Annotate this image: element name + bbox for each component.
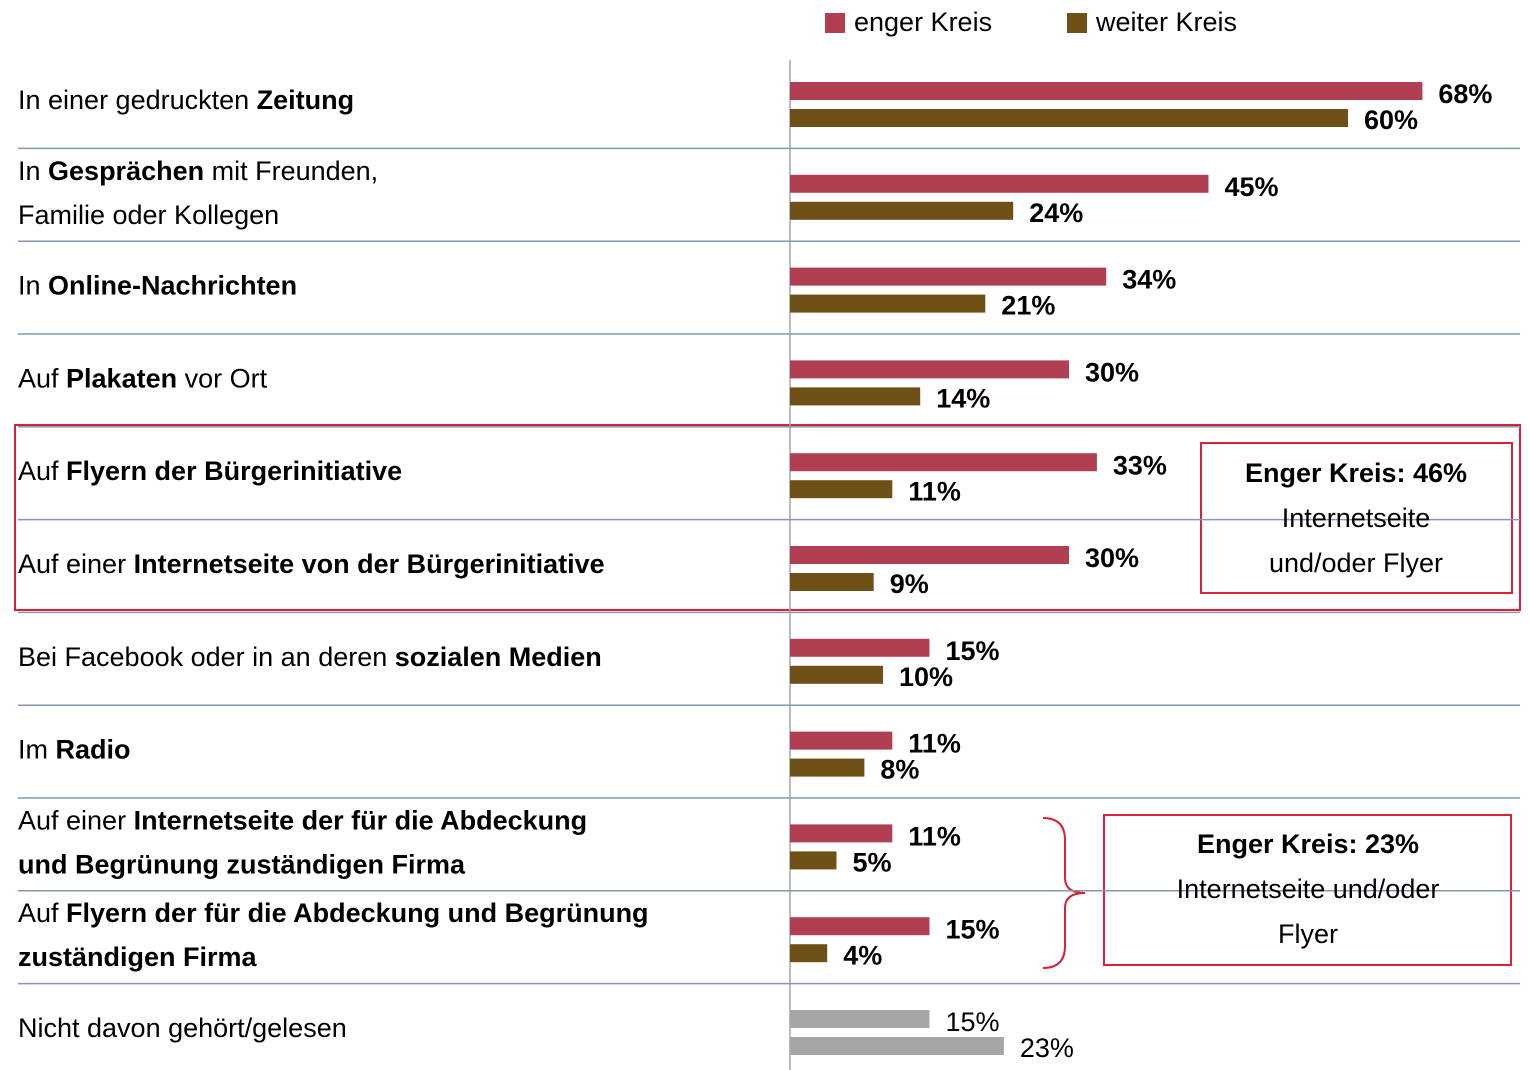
value-label: 30%: [1085, 543, 1139, 573]
bracket: [1042, 817, 1086, 969]
bar: [790, 109, 1348, 127]
category-label: zuständigen Firma: [18, 942, 258, 972]
annotation-text: und/oder Flyer: [1269, 548, 1443, 578]
category-label-run: Auf einer: [18, 806, 134, 836]
category-label: Auf Plakaten vor Ort: [18, 364, 268, 394]
bar: [790, 267, 1107, 286]
category-label-run: zuständigen Firma: [18, 942, 258, 972]
value-label: 8%: [880, 755, 919, 785]
category-label-run: Radio: [56, 735, 131, 765]
bar: [790, 294, 986, 313]
category-label-run: Flyern der für die Abdeckung und Begrünu…: [66, 898, 649, 928]
annotation-text: Internetseite: [1282, 503, 1431, 533]
category-label-run: Nicht davon gehört/gelesen: [18, 1013, 347, 1043]
value-label: 14%: [936, 384, 990, 414]
legend-swatch: [825, 13, 845, 33]
bar: [790, 82, 1423, 100]
highlight-box: [14, 424, 1521, 611]
category-label: Nicht davon gehört/gelesen: [18, 1013, 347, 1043]
annotation-box: [1103, 814, 1512, 966]
annotation-text: Enger Kreis: 23%: [1197, 829, 1419, 859]
category-label-run: In einer gedruckten: [18, 85, 257, 115]
category-label-run: Internetseite von der Bürgerinitiative: [134, 549, 605, 579]
category-label-run: Auf: [18, 456, 66, 486]
category-label-run: Flyern der Bürgerinitiative: [66, 456, 402, 486]
bar: [790, 453, 1097, 472]
annotation-text: Internetseite und/oder: [1177, 874, 1440, 904]
category-label: Familie oder Kollegen: [18, 200, 279, 230]
bar: [790, 824, 893, 843]
value-label: 11%: [908, 822, 961, 852]
bar: [790, 665, 883, 684]
value-label: 4%: [843, 940, 882, 970]
category-label-run: mit Freunden,: [204, 156, 378, 186]
value-label: 10%: [899, 662, 953, 692]
bar: [790, 851, 837, 870]
category-label: Auf Flyern der für die Abdeckung und Beg…: [18, 898, 649, 928]
category-label-run: Im: [18, 735, 56, 765]
annotation-text: Flyer: [1278, 919, 1338, 949]
bar: [790, 944, 828, 963]
category-label-run: Online-Nachrichten: [48, 271, 297, 301]
value-label: 34%: [1122, 265, 1176, 295]
category-label-run: In: [18, 271, 48, 301]
category-label-run: Internetseite der für die Abdeckung: [134, 806, 588, 836]
category-label: In Gesprächen mit Freunden,: [18, 156, 378, 186]
value-label: 21%: [1001, 291, 1055, 321]
bar: [790, 1010, 930, 1028]
category-label-run: Auf: [18, 898, 66, 928]
value-label: 11%: [908, 729, 961, 759]
category-label: Bei Facebook oder in an deren sozialen M…: [18, 642, 602, 672]
annotation-box: [1200, 442, 1513, 594]
value-label: 15%: [946, 914, 1000, 944]
bar: [790, 546, 1069, 564]
value-label: 5%: [853, 848, 892, 878]
category-label-run: Familie oder Kollegen: [18, 200, 279, 230]
legend-swatch: [1067, 13, 1087, 33]
legend-label: weiter Kreis: [1095, 7, 1237, 37]
value-label: 68%: [1438, 79, 1492, 109]
bar: [790, 731, 893, 750]
value-label: 15%: [946, 1007, 1000, 1037]
bar: [790, 387, 921, 406]
value-label: 33%: [1113, 450, 1167, 480]
value-label: 45%: [1225, 172, 1279, 202]
category-label: In Online-Nachrichten: [18, 271, 297, 301]
bar: [790, 174, 1209, 193]
category-label-run: Gesprächen: [48, 156, 204, 186]
category-label: In einer gedruckten Zeitung: [18, 85, 354, 115]
value-label: 30%: [1085, 358, 1139, 388]
category-label-run: Auf: [18, 364, 66, 394]
bar: [790, 360, 1069, 379]
category-label-run: Plakaten: [66, 364, 177, 394]
bar: [790, 758, 865, 777]
value-label: 60%: [1364, 105, 1418, 135]
bar: [790, 917, 930, 936]
category-label: Auf einer Internetseite von der Bürgerin…: [18, 549, 605, 579]
category-label: Im Radio: [18, 735, 131, 765]
bar: [790, 638, 930, 657]
bar: [790, 201, 1014, 220]
bar: [790, 1037, 1004, 1055]
value-label: 24%: [1029, 198, 1083, 228]
category-label: und Begrünung zuständigen Firma: [18, 850, 466, 880]
category-label-run: sozialen Medien: [395, 642, 602, 672]
category-label-run: und Begrünung zuständigen Firma: [18, 850, 466, 880]
value-label: 15%: [946, 636, 1000, 666]
value-label: 11%: [908, 476, 961, 506]
value-label: 23%: [1020, 1033, 1074, 1063]
legend-label: enger Kreis: [854, 7, 992, 37]
category-label-run: vor Ort: [177, 364, 268, 394]
category-label-run: Zeitung: [257, 85, 354, 115]
category-label: Auf einer Internetseite der für die Abde…: [18, 806, 587, 836]
category-label: Auf Flyern der Bürgerinitiative: [18, 456, 402, 486]
annotation-text: Enger Kreis: 46%: [1245, 458, 1467, 488]
value-label: 9%: [890, 569, 929, 599]
bar: [790, 573, 874, 591]
category-label-run: In: [18, 156, 48, 186]
bar: [790, 480, 893, 499]
category-label-run: Bei Facebook oder in an deren: [18, 642, 395, 672]
category-label-run: Auf einer: [18, 549, 134, 579]
